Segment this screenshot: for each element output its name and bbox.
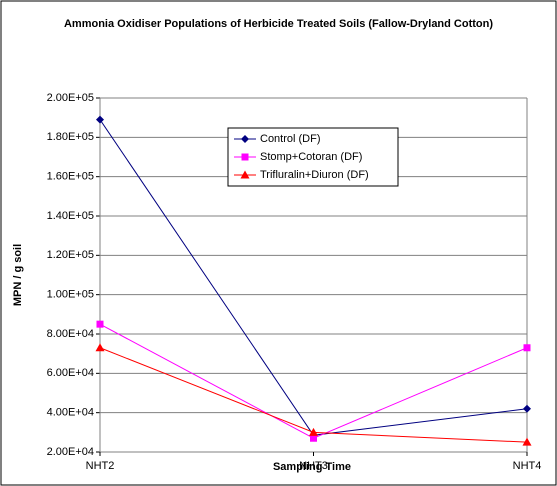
marker — [310, 434, 317, 442]
marker — [95, 343, 105, 352]
marker — [523, 404, 531, 413]
y-tick-label: 1.80E+05 — [47, 131, 94, 143]
legend-label: Stomp+Cotoran (DF) — [260, 151, 362, 163]
marker — [309, 427, 318, 436]
y-tick-label: 1.60E+05 — [47, 171, 94, 183]
y-tick-label: 6.00E+04 — [47, 367, 94, 379]
legend-marker — [241, 135, 249, 143]
marker — [96, 115, 104, 124]
marker — [523, 344, 531, 352]
y-tick-label: 2.00E+05 — [47, 92, 94, 104]
legend-marker — [240, 170, 250, 179]
legend-marker — [241, 153, 249, 161]
legend-box — [227, 127, 399, 187]
y-tick-label: 1.00E+05 — [47, 289, 94, 301]
y-tick-label: 1.40E+05 — [47, 210, 94, 222]
legend-label: Trifluralin+Diuron (DF) — [260, 169, 369, 181]
x-tick-label: NHT2 — [86, 460, 115, 472]
x-tick-label: NHT4 — [513, 460, 542, 472]
y-tick-label: 4.00E+04 — [47, 407, 94, 419]
legend-label: Control (DF) — [260, 133, 321, 145]
x-axis-title: Sampling Time — [273, 461, 351, 473]
y-tick-label: 8.00E+04 — [47, 328, 94, 340]
marker — [522, 437, 532, 446]
y-tick-label: 2.00E+04 — [47, 446, 94, 458]
y-axis-title: MPN / g soil — [12, 244, 24, 306]
marker — [96, 320, 104, 328]
y-tick-label: 1.20E+05 — [47, 249, 94, 261]
x-tick-label: NHT3 — [299, 460, 328, 472]
chart-title: Ammonia Oxidiser Populations of Herbicid… — [63, 18, 494, 30]
